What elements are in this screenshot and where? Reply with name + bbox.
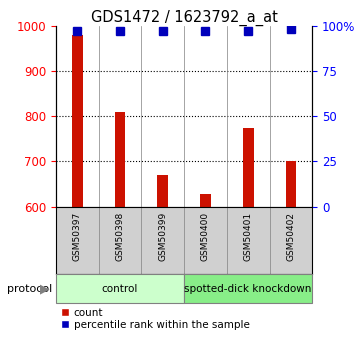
Text: GSM50397: GSM50397 <box>73 212 82 261</box>
Text: GSM50399: GSM50399 <box>158 212 167 261</box>
Bar <box>72 35 83 207</box>
Text: ▶: ▶ <box>40 282 49 295</box>
Text: protocol: protocol <box>7 284 52 294</box>
Bar <box>184 274 312 303</box>
Title: GDS1472 / 1623792_a_at: GDS1472 / 1623792_a_at <box>91 10 278 26</box>
Bar <box>286 161 296 207</box>
Bar <box>243 128 253 207</box>
Text: spotted-dick knockdown: spotted-dick knockdown <box>184 284 312 294</box>
Bar <box>56 274 184 303</box>
Text: control: control <box>102 284 138 294</box>
Bar <box>157 175 168 207</box>
Bar <box>200 194 211 207</box>
Text: GSM50400: GSM50400 <box>201 212 210 261</box>
Bar <box>115 112 125 207</box>
Text: GSM50398: GSM50398 <box>116 212 125 261</box>
Legend: count, percentile rank within the sample: count, percentile rank within the sample <box>61 308 249 330</box>
Text: GSM50402: GSM50402 <box>286 212 295 261</box>
Text: GSM50401: GSM50401 <box>244 212 253 261</box>
